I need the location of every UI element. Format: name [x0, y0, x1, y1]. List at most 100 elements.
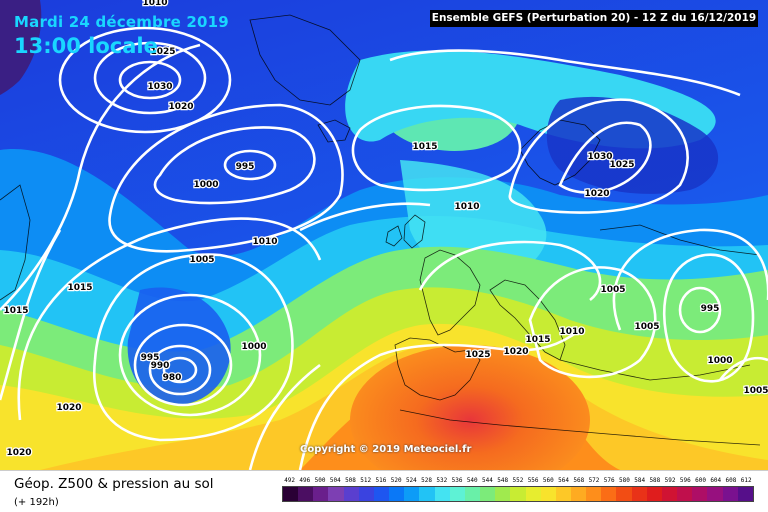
isobar-label: 995: [141, 353, 160, 363]
isobar-label: 1005: [634, 322, 659, 332]
legend-label: 544: [482, 477, 493, 484]
isobar-label: 1015: [412, 142, 437, 152]
legend-label: 520: [390, 477, 402, 484]
legend-swatch: [373, 487, 390, 501]
legend-swatch: [525, 487, 541, 501]
legend-swatch: [722, 487, 738, 501]
isobar-label: 1025: [609, 160, 634, 170]
legend-swatch: [449, 487, 465, 501]
legend-label: 524: [405, 477, 417, 484]
isobar-label: 1020: [168, 102, 193, 112]
color-legend: 492 496 500 504 508 512 516 520 524 528 532 536 540 5…: [282, 477, 754, 507]
isobar-label: 1005: [189, 255, 214, 265]
isobar-label: 1000: [193, 180, 218, 190]
isobar-label: 1020: [56, 403, 81, 413]
legend-swatch: [434, 487, 450, 501]
legend-label: 592: [664, 477, 676, 484]
legend-label: 540: [466, 477, 478, 484]
legend-swatch: [616, 487, 632, 501]
legend-label: 588: [649, 477, 661, 484]
legend-swatch: [313, 487, 329, 501]
legend-swatch: [646, 487, 662, 501]
isobar-label: 1010: [454, 202, 479, 212]
legend-labels: 492 496 500 504 508 512 516 520 524 528 532 536 540 5…: [282, 477, 754, 484]
legend-label: 496: [299, 477, 311, 484]
isobar-label: 1015: [67, 283, 92, 293]
legend-swatch: [631, 487, 647, 501]
copyright-notice: Copyright © 2019 Meteociel.fr: [300, 444, 472, 455]
legend-color-bar: [282, 486, 754, 502]
legend-label: 564: [558, 477, 569, 484]
legend-label: 596: [679, 477, 691, 484]
isobar-label: 1015: [525, 335, 550, 345]
legend-swatch: [495, 487, 511, 501]
legend-swatch: [510, 487, 526, 501]
legend-swatch: [298, 487, 314, 501]
isobar-label: 1020: [584, 189, 609, 199]
legend-swatch: [358, 487, 374, 501]
legend-label: 612: [740, 477, 752, 484]
isobar-label: 995: [701, 304, 720, 314]
forecast-date: Mardi 24 décembre 2019: [14, 13, 229, 31]
legend-label: 508: [345, 477, 356, 484]
legend-label: 536: [451, 477, 463, 484]
legend-label: 604: [710, 477, 722, 484]
isobar-label: 1030: [147, 82, 172, 92]
isobar-label: 1010: [142, 0, 167, 8]
forecast-time: 13:00 locale: [14, 34, 158, 58]
legend-swatch: [540, 487, 556, 501]
legend-swatch: [389, 487, 405, 501]
isobar-label: 1000: [707, 356, 732, 366]
legend-swatch: [404, 487, 420, 501]
map-footer: Géop. Z500 & pression au sol (+ 192h) 49…: [0, 470, 768, 512]
legend-label: 584: [634, 477, 646, 484]
legend-swatch: [692, 487, 708, 501]
isobar-label: 980: [163, 373, 182, 383]
isobar-label: 990: [151, 361, 170, 371]
isobar-label: 1020: [503, 347, 528, 357]
legend-label: 552: [512, 477, 524, 484]
isobar-labels: 1010 1025 1030 1020 995 1000 1015 1030 1…: [2, 0, 768, 459]
legend-label: 516: [375, 477, 387, 484]
coastlines: [0, 14, 761, 446]
forecast-lead-time: (+ 192h): [14, 497, 59, 508]
legend-swatch: [480, 487, 496, 501]
legend-label: 528: [421, 477, 432, 484]
legend-swatch: [343, 487, 359, 501]
legend-label: 504: [329, 477, 341, 484]
isobar-label: 1025: [150, 47, 175, 57]
legend-label: 576: [603, 477, 615, 484]
legend-label: 532: [436, 477, 448, 484]
legend-label: 600: [695, 477, 706, 484]
isobar-label: 1005: [743, 386, 768, 396]
isobar-label: 1010: [252, 237, 277, 247]
isobar-label: 1030: [587, 152, 612, 162]
isobars: [0, 26, 768, 470]
legend-swatch: [464, 487, 481, 501]
legend-label: 548: [497, 477, 509, 484]
isobar-label: 1000: [241, 342, 266, 352]
legend-swatch: [601, 487, 617, 501]
legend-swatch: [586, 487, 602, 501]
legend-label: 556: [527, 477, 539, 484]
legend-label: 560: [542, 477, 554, 484]
isobar-label: 1020: [6, 448, 31, 458]
legend-label: 568: [573, 477, 585, 484]
legend-label: 500: [314, 477, 326, 484]
legend-label: 572: [588, 477, 600, 484]
map-title: Géop. Z500 & pression au sol: [14, 476, 214, 492]
isobar-label: 1015: [3, 306, 28, 316]
legend-swatch: [570, 487, 587, 501]
legend-swatch: [737, 487, 753, 501]
legend-label: 512: [360, 477, 372, 484]
legend-swatch: [328, 487, 344, 501]
legend-label: 608: [725, 477, 737, 484]
isobar-label: 1005: [600, 285, 625, 295]
geopotential-fill: [0, 0, 768, 470]
weather-map: 1010 1025 1030 1020 995 1000 1015 1030 1…: [0, 0, 768, 470]
legend-label: 492: [284, 477, 296, 484]
legend-swatch: [555, 487, 571, 501]
run-info: Ensemble GEFS (Perturbation 20) - 12 Z d…: [430, 10, 758, 27]
legend-swatch: [707, 487, 723, 501]
